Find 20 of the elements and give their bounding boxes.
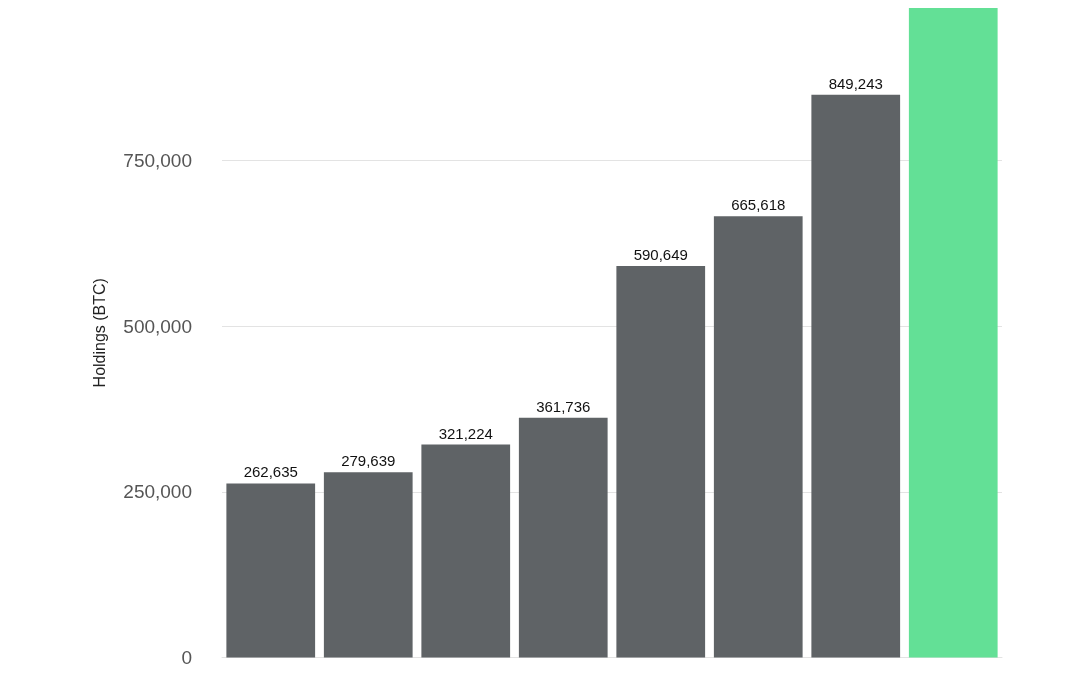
- data-label: 279,639: [341, 452, 396, 470]
- bar: [518, 417, 608, 658]
- y-axis-title: Holdings (BTC): [90, 278, 108, 388]
- data-label: 590,649: [633, 246, 688, 264]
- bar: [811, 94, 901, 658]
- data-label: 321,224: [438, 424, 493, 442]
- y-tick-label: 500,000: [123, 315, 192, 337]
- y-tick-label: 250,000: [123, 481, 192, 503]
- y-tick-label: 0: [181, 647, 192, 668]
- data-label: 849,243: [828, 74, 883, 92]
- data-label: 262,635: [243, 463, 298, 481]
- data-label: 361,736: [536, 397, 591, 415]
- bar: [616, 266, 706, 658]
- bar: [713, 216, 803, 658]
- bar: [421, 444, 511, 658]
- bar: [908, 8, 998, 658]
- bar: [226, 483, 316, 658]
- data-label: 665,618: [731, 196, 786, 214]
- bar: [323, 472, 413, 658]
- y-tick-label: 750,000: [123, 149, 192, 171]
